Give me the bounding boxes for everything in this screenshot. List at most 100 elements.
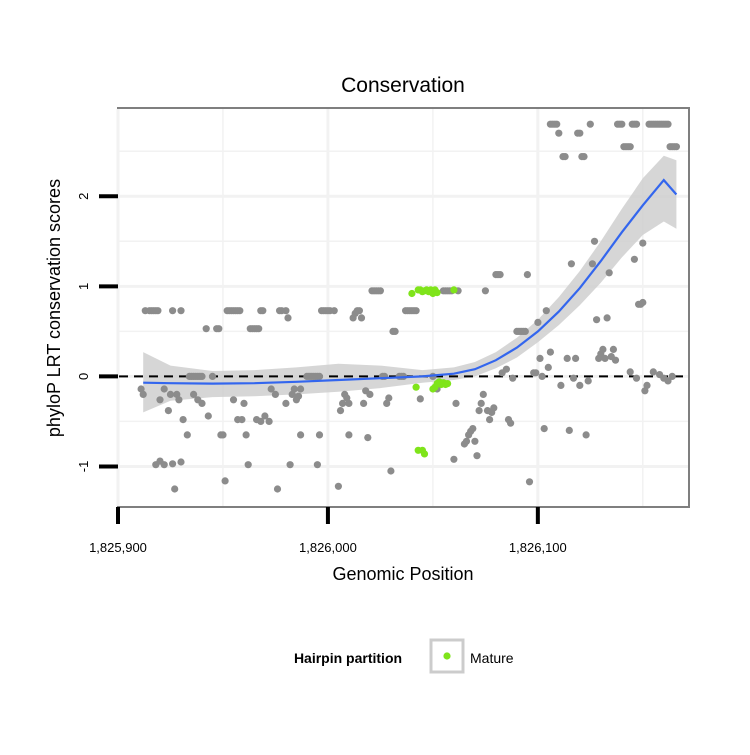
other-point	[412, 307, 420, 315]
plot-panel	[117, 107, 690, 508]
other-point	[160, 461, 168, 469]
other-point	[169, 460, 177, 468]
other-point	[536, 354, 544, 362]
other-point	[345, 399, 353, 407]
other-point	[383, 399, 391, 407]
other-point	[339, 399, 347, 407]
other-point	[166, 390, 175, 398]
y-axis: -1 0 1 2	[76, 193, 118, 473]
other-point	[486, 416, 494, 424]
other-point	[462, 437, 471, 445]
legend-label-mature: Mature	[470, 650, 514, 666]
legend-key-mature	[443, 652, 451, 660]
mature-point	[420, 450, 429, 458]
other-point	[450, 455, 458, 463]
other-point	[334, 482, 342, 490]
other-point	[208, 372, 217, 380]
other-point	[473, 452, 481, 460]
confidence-ribbon	[143, 155, 677, 413]
other-point	[546, 348, 555, 356]
y-tick-label: -1	[76, 461, 91, 473]
other-point	[271, 390, 279, 398]
other-point	[183, 431, 191, 439]
other-point	[632, 120, 641, 128]
other-point	[315, 372, 324, 380]
y-tick-label: 0	[76, 373, 91, 380]
other-point	[534, 318, 542, 326]
other-point	[175, 396, 183, 404]
other-point	[244, 461, 252, 469]
other-point	[540, 425, 548, 433]
y-axis-label: phyloP LRT conservation scores	[44, 179, 64, 437]
other-point	[297, 385, 305, 393]
legend: Hairpin partition Mature	[294, 638, 514, 674]
other-point	[588, 260, 597, 268]
other-point	[267, 385, 275, 393]
other-point	[565, 426, 573, 434]
other-point	[569, 374, 578, 382]
other-point	[288, 390, 296, 398]
other-point	[471, 437, 479, 445]
legend-title: Hairpin partition	[294, 650, 402, 666]
other-point	[391, 327, 399, 335]
mature-point	[433, 289, 441, 297]
other-point	[532, 369, 540, 377]
other-point	[416, 395, 424, 403]
other-point	[229, 396, 238, 404]
other-point	[290, 385, 298, 393]
other-point	[561, 153, 569, 161]
other-point	[177, 307, 185, 315]
other-point	[330, 307, 338, 315]
other-point	[315, 431, 324, 439]
other-point	[154, 307, 162, 315]
other-point	[452, 399, 460, 407]
other-point	[221, 477, 229, 485]
other-point	[626, 368, 634, 376]
other-point	[156, 396, 164, 404]
other-point	[555, 129, 563, 137]
x-tick-label: 1,826,100	[509, 540, 567, 555]
other-point	[567, 260, 576, 268]
other-point	[204, 412, 212, 420]
other-point	[641, 387, 649, 395]
other-point	[198, 372, 206, 380]
mature-point	[408, 289, 416, 298]
other-point	[611, 356, 620, 364]
other-point	[345, 431, 353, 439]
other-point	[649, 368, 657, 376]
other-point	[672, 143, 681, 151]
other-point	[469, 425, 477, 433]
other-point	[639, 298, 647, 307]
other-point	[257, 417, 265, 425]
other-point	[238, 416, 246, 424]
other-point	[190, 390, 198, 398]
other-point	[284, 314, 292, 322]
other-point	[177, 458, 185, 466]
other-point	[282, 399, 290, 407]
other-point	[603, 314, 611, 322]
other-point	[282, 307, 290, 315]
other-point	[286, 461, 294, 469]
other-point	[164, 407, 172, 415]
other-point	[586, 120, 594, 128]
y-tick-label: 2	[76, 193, 91, 200]
other-point	[509, 374, 517, 382]
other-point	[557, 381, 565, 389]
other-point	[523, 271, 532, 279]
other-point	[376, 287, 384, 295]
other-point	[259, 307, 267, 315]
other-point	[477, 399, 485, 407]
other-point	[169, 307, 177, 315]
other-point	[632, 374, 641, 382]
other-point	[618, 120, 626, 128]
other-point	[160, 385, 168, 393]
other-point	[643, 381, 651, 389]
other-point	[179, 416, 187, 424]
y-tick-label: 1	[76, 283, 91, 290]
other-point	[584, 377, 592, 385]
x-tick-label: 1,826,000	[299, 540, 357, 555]
other-point	[605, 269, 613, 277]
other-point	[198, 399, 206, 407]
other-point	[355, 307, 363, 315]
